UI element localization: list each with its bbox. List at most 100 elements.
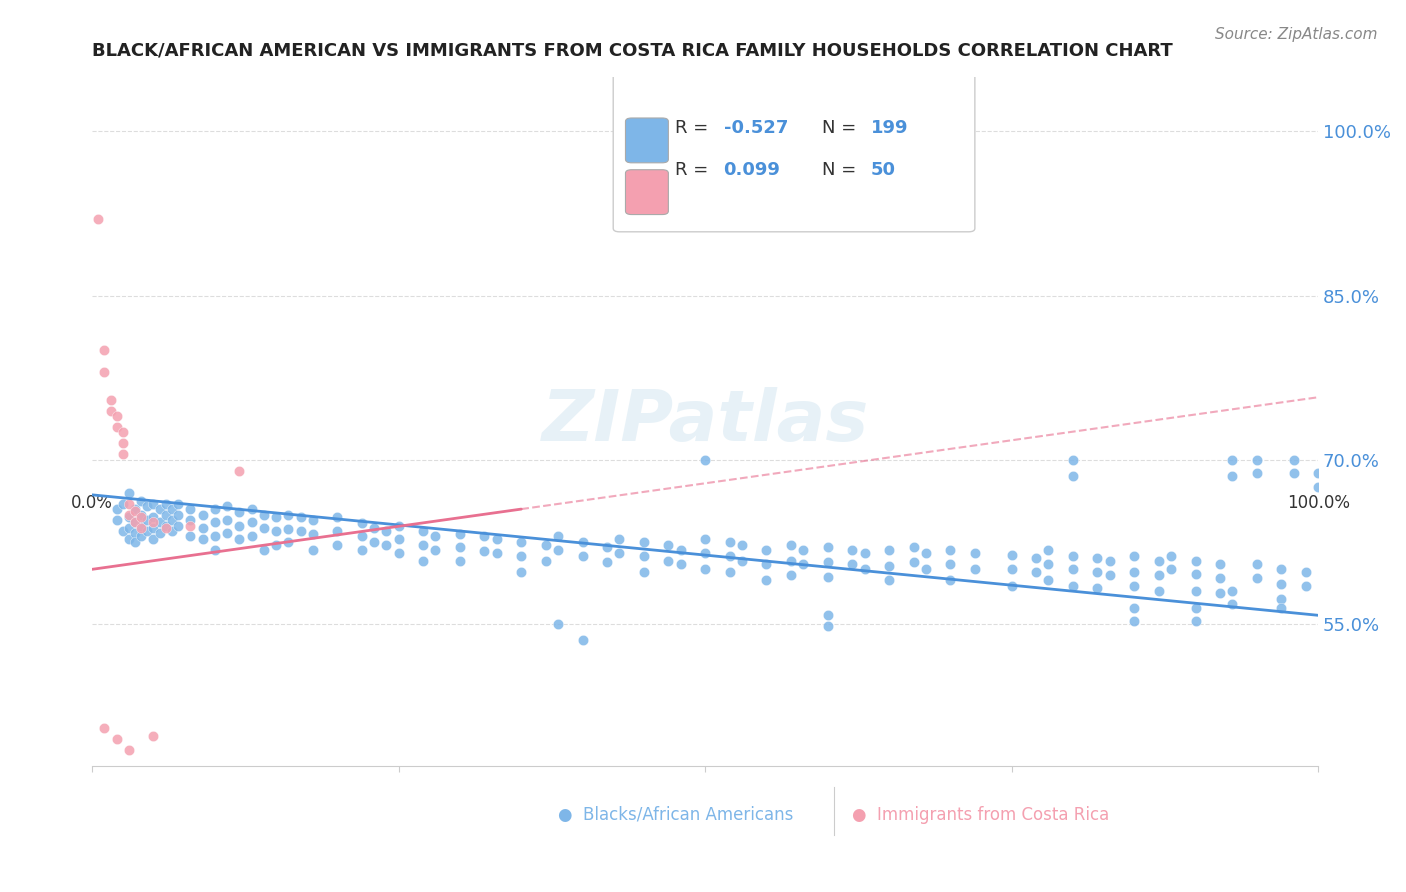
Point: [510, 565, 533, 579]
Point: [780, 553, 803, 567]
Point: [1209, 586, 1232, 600]
Point: [350, 542, 373, 557]
Point: [596, 555, 619, 569]
Point: [1209, 557, 1232, 571]
Point: [1001, 562, 1024, 576]
Text: ZIPatlas: ZIPatlas: [541, 387, 869, 456]
Point: [375, 524, 398, 538]
Point: [204, 502, 226, 516]
Point: [695, 532, 717, 546]
Point: [1025, 565, 1047, 579]
Point: [1209, 571, 1232, 585]
Point: [1062, 549, 1084, 564]
Point: [1270, 591, 1292, 606]
Point: [755, 542, 778, 557]
Point: [142, 509, 165, 524]
Point: [142, 497, 165, 511]
Point: [191, 508, 214, 522]
Point: [853, 546, 876, 560]
Point: [1160, 549, 1182, 564]
Point: [547, 529, 569, 543]
Point: [264, 538, 287, 552]
Point: [375, 538, 398, 552]
Point: [1098, 567, 1121, 582]
Point: [1062, 469, 1084, 483]
Point: [755, 557, 778, 571]
Point: [277, 535, 299, 549]
Point: [607, 532, 630, 546]
Point: [547, 542, 569, 557]
Point: [1087, 581, 1109, 595]
Point: [1098, 553, 1121, 567]
Point: [363, 521, 385, 535]
Point: [695, 452, 717, 467]
Point: [817, 541, 839, 555]
Point: [1184, 553, 1206, 567]
Point: [326, 524, 349, 538]
Point: [290, 509, 312, 524]
Point: [780, 538, 803, 552]
Point: [1038, 574, 1060, 588]
Point: [160, 524, 183, 538]
Point: [903, 541, 925, 555]
Point: [129, 494, 152, 508]
Point: [718, 549, 741, 564]
Point: [228, 518, 250, 533]
Point: [160, 502, 183, 516]
Point: [93, 365, 115, 379]
Point: [363, 535, 385, 549]
Point: [817, 619, 839, 633]
Text: 199: 199: [870, 120, 908, 137]
Point: [129, 518, 152, 533]
Point: [204, 515, 226, 529]
Point: [449, 553, 471, 567]
Point: [118, 743, 141, 757]
Point: [425, 529, 447, 543]
Point: [100, 403, 122, 417]
FancyBboxPatch shape: [626, 118, 668, 163]
Point: [118, 521, 141, 535]
Point: [1147, 567, 1170, 582]
Point: [149, 526, 172, 541]
Point: [1184, 584, 1206, 599]
Point: [142, 532, 165, 546]
Point: [350, 516, 373, 531]
Point: [963, 546, 986, 560]
Point: [111, 524, 134, 538]
Point: [731, 553, 754, 567]
FancyBboxPatch shape: [613, 73, 974, 232]
Text: 50: 50: [870, 161, 896, 178]
Point: [718, 565, 741, 579]
Point: [155, 518, 177, 533]
Point: [264, 509, 287, 524]
Point: [633, 549, 655, 564]
Point: [253, 521, 276, 535]
Point: [111, 497, 134, 511]
Point: [1246, 466, 1268, 480]
Point: [191, 532, 214, 546]
Text: 0.0%: 0.0%: [72, 494, 112, 512]
Point: [167, 508, 190, 522]
Point: [1220, 598, 1243, 612]
Point: [1147, 584, 1170, 599]
Point: [534, 553, 557, 567]
Point: [571, 535, 593, 549]
Point: [792, 557, 814, 571]
Point: [877, 542, 900, 557]
Point: [124, 502, 146, 516]
Point: [1270, 576, 1292, 591]
Text: R =: R =: [675, 120, 713, 137]
Point: [1062, 579, 1084, 593]
Point: [474, 543, 496, 558]
Point: [510, 549, 533, 564]
Point: [240, 529, 263, 543]
Point: [326, 509, 349, 524]
Point: [160, 513, 183, 527]
Point: [657, 538, 679, 552]
Point: [1246, 557, 1268, 571]
Point: [129, 521, 152, 535]
Point: [253, 508, 276, 522]
Point: [129, 529, 152, 543]
Point: [228, 505, 250, 519]
Point: [302, 527, 325, 541]
